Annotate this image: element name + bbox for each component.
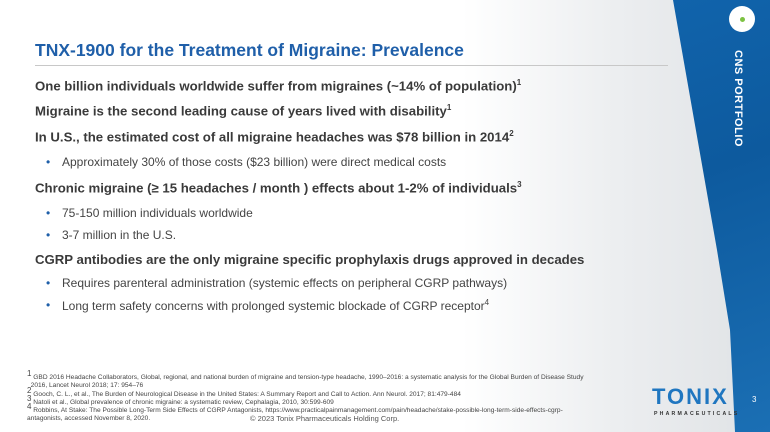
title-divider: [35, 65, 668, 66]
sub-bullet: Requires parenteral administration (syst…: [46, 276, 507, 290]
sub-bullet: 3-7 million in the U.S.: [46, 228, 176, 242]
footnote-3: 3 Natoli et al., Global prevalence of ch…: [27, 394, 334, 407]
footnote-4: 4 Robbins, At Stake: The Possible Long-T…: [27, 402, 563, 423]
copyright: © 2023 Tonix Pharmaceuticals Holding Cor…: [250, 414, 400, 423]
footnote-link[interactable]: antagonists: [27, 415, 61, 423]
footnote-2: 2 Gooch, C. L., et al., The Burden of Ne…: [27, 386, 461, 399]
bullet-2: Migraine is the second leading cause of …: [35, 103, 452, 119]
sub-bullet: 75-150 million individuals worldwide: [46, 206, 253, 220]
bullet-5: CGRP antibodies are the only migraine sp…: [35, 252, 585, 267]
footnote-1: 1 GBD 2016 Headache Collaborators, Globa…: [27, 369, 584, 390]
neuron-icon: [729, 6, 755, 32]
bullet-3: In U.S., the estimated cost of all migra…: [35, 129, 514, 145]
sub-bullet: Long term safety concerns with prolonged…: [46, 298, 489, 313]
bullet-4: Chronic migraine (≥ 15 headaches / month…: [35, 180, 522, 196]
tonix-logo: TONIX: [652, 384, 729, 409]
slide-title: TNX-1900 for the Treatment of Migraine: …: [35, 40, 464, 60]
sub-bullet: Approximately 30% of those costs ($23 bi…: [46, 155, 446, 169]
bullet-1: One billion individuals worldwide suffer…: [35, 78, 522, 94]
tonix-logo-subtitle: PHARMACEUTICALS: [654, 411, 740, 417]
side-label: CNS PORTFOLIO: [732, 50, 744, 147]
page-number: 3: [752, 395, 757, 404]
footnote-link[interactable]: https://www.practicalpainmanagement.com/…: [265, 407, 563, 415]
